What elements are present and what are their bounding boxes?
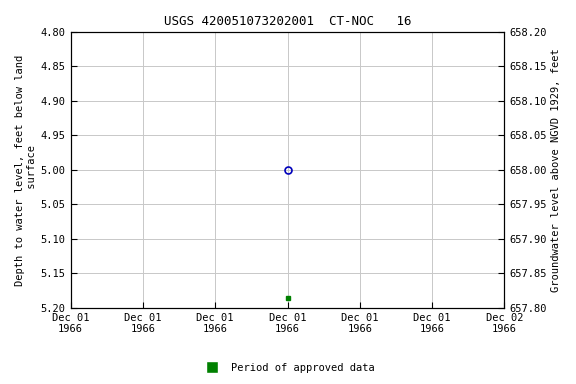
- Y-axis label: Depth to water level, feet below land
 surface: Depth to water level, feet below land su…: [15, 55, 37, 286]
- Title: USGS 420051073202001  CT-NOC   16: USGS 420051073202001 CT-NOC 16: [164, 15, 411, 28]
- Legend: Period of approved data: Period of approved data: [198, 359, 378, 377]
- Y-axis label: Groundwater level above NGVD 1929, feet: Groundwater level above NGVD 1929, feet: [551, 48, 561, 292]
